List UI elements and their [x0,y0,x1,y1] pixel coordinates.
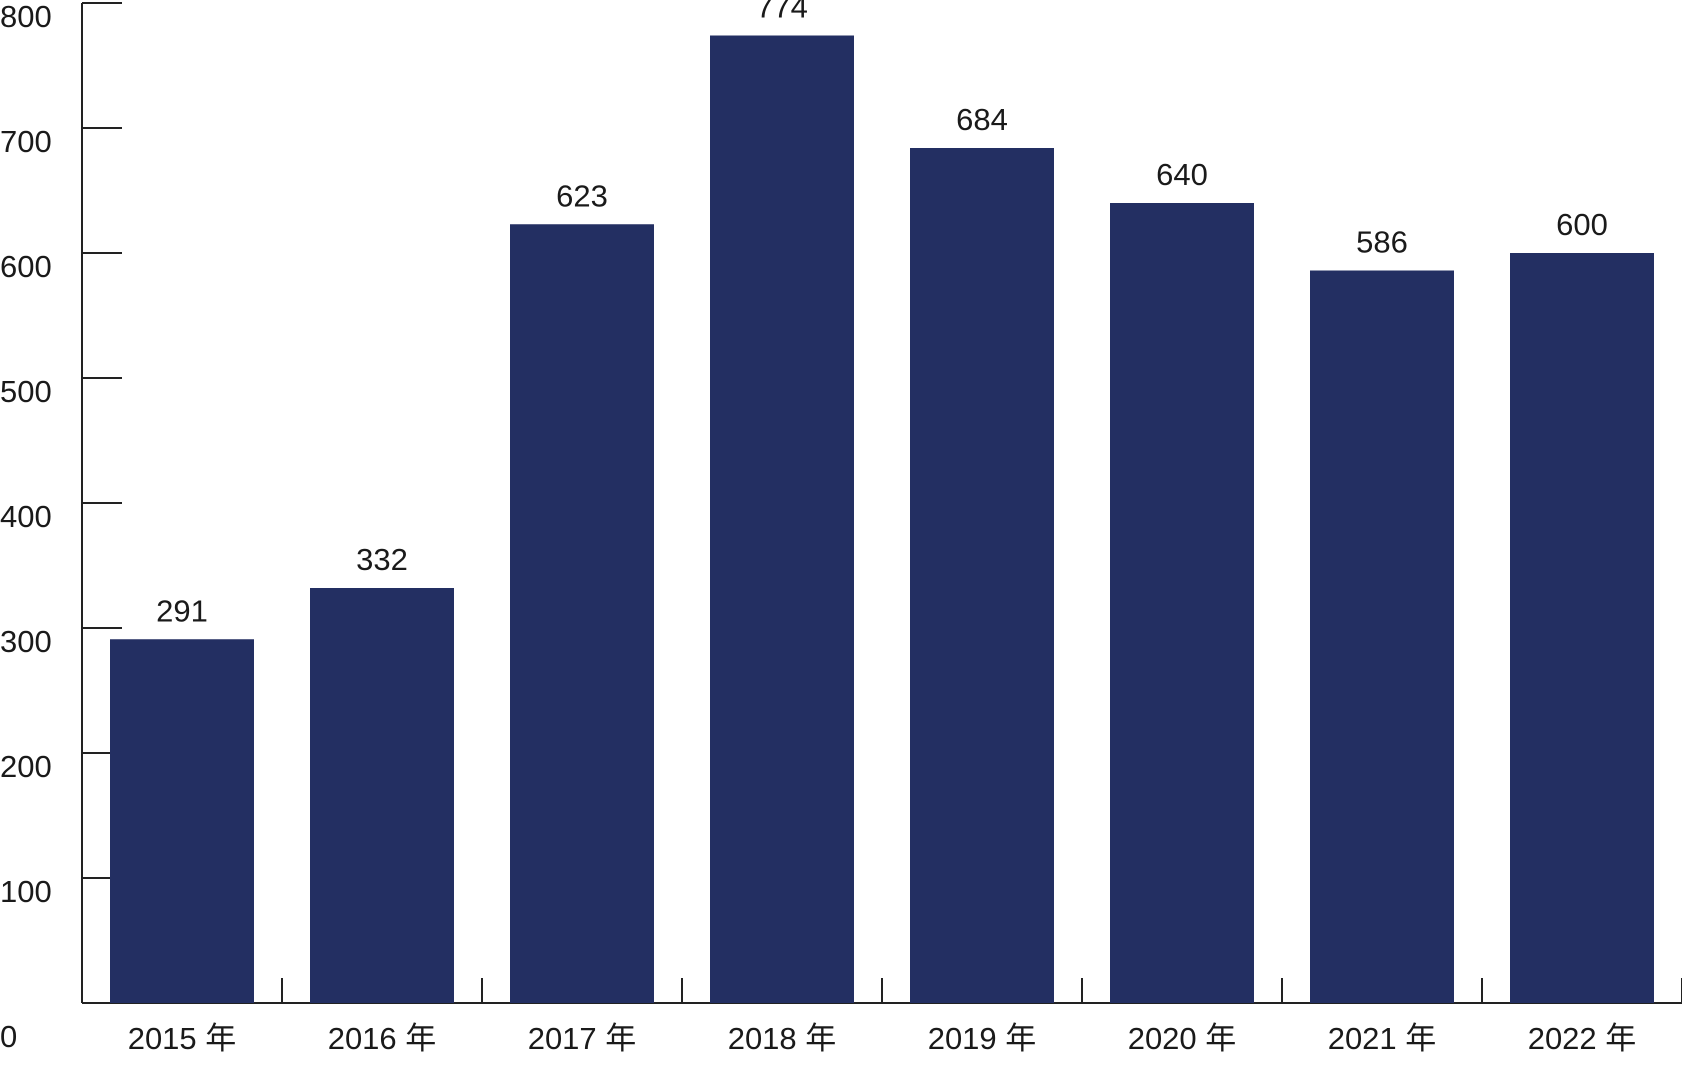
data-label: 332 [356,542,408,577]
bar [1510,253,1654,1003]
y-tick-label: 300 [0,624,52,659]
category-label: 2022 年 [1528,1021,1637,1056]
data-label: 774 [756,0,808,25]
data-label: 684 [956,102,1008,137]
bar [710,35,854,1003]
y-tick-label: 100 [0,874,52,909]
category-label: 2018 年 [728,1021,837,1056]
y-axis: 0 100 200 300 400 500 600 700 800 [0,0,122,1054]
bar [910,148,1054,1003]
bar [510,224,654,1003]
y-tick-label: 0 [0,1019,17,1054]
y-tick-label: 500 [0,374,52,409]
category-label: 2015 年 [128,1021,237,1056]
data-label: 640 [1156,157,1208,192]
data-label: 291 [156,593,208,628]
y-tick-label: 200 [0,749,52,784]
category-labels: 2015 年 2016 年 2017 年 2018 年 2019 年 2020 年 2021… [128,1021,1637,1056]
category-label: 2020 年 [1128,1021,1237,1056]
bar [1310,270,1454,1003]
data-label: 586 [1356,225,1408,260]
data-label: 600 [1556,207,1608,242]
y-ticks: 0 100 200 300 400 500 600 700 800 [0,0,122,1054]
bars [110,35,1654,1003]
category-label: 2016 年 [328,1021,437,1056]
y-tick-label: 800 [0,0,52,34]
category-label: 2021 年 [1328,1021,1437,1056]
category-label: 2019 年 [928,1021,1037,1056]
x-ticks [281,978,1682,1003]
data-labels: 291 332 623 774 684 640 586 600 [156,0,1608,628]
y-tick-label: 700 [0,124,52,159]
category-label: 2017 年 [528,1021,637,1056]
bar [110,639,254,1003]
data-label: 623 [556,178,608,213]
y-tick-label: 400 [0,499,52,534]
y-tick-label: 600 [0,249,52,284]
bar [1110,203,1254,1003]
bar [310,588,454,1003]
